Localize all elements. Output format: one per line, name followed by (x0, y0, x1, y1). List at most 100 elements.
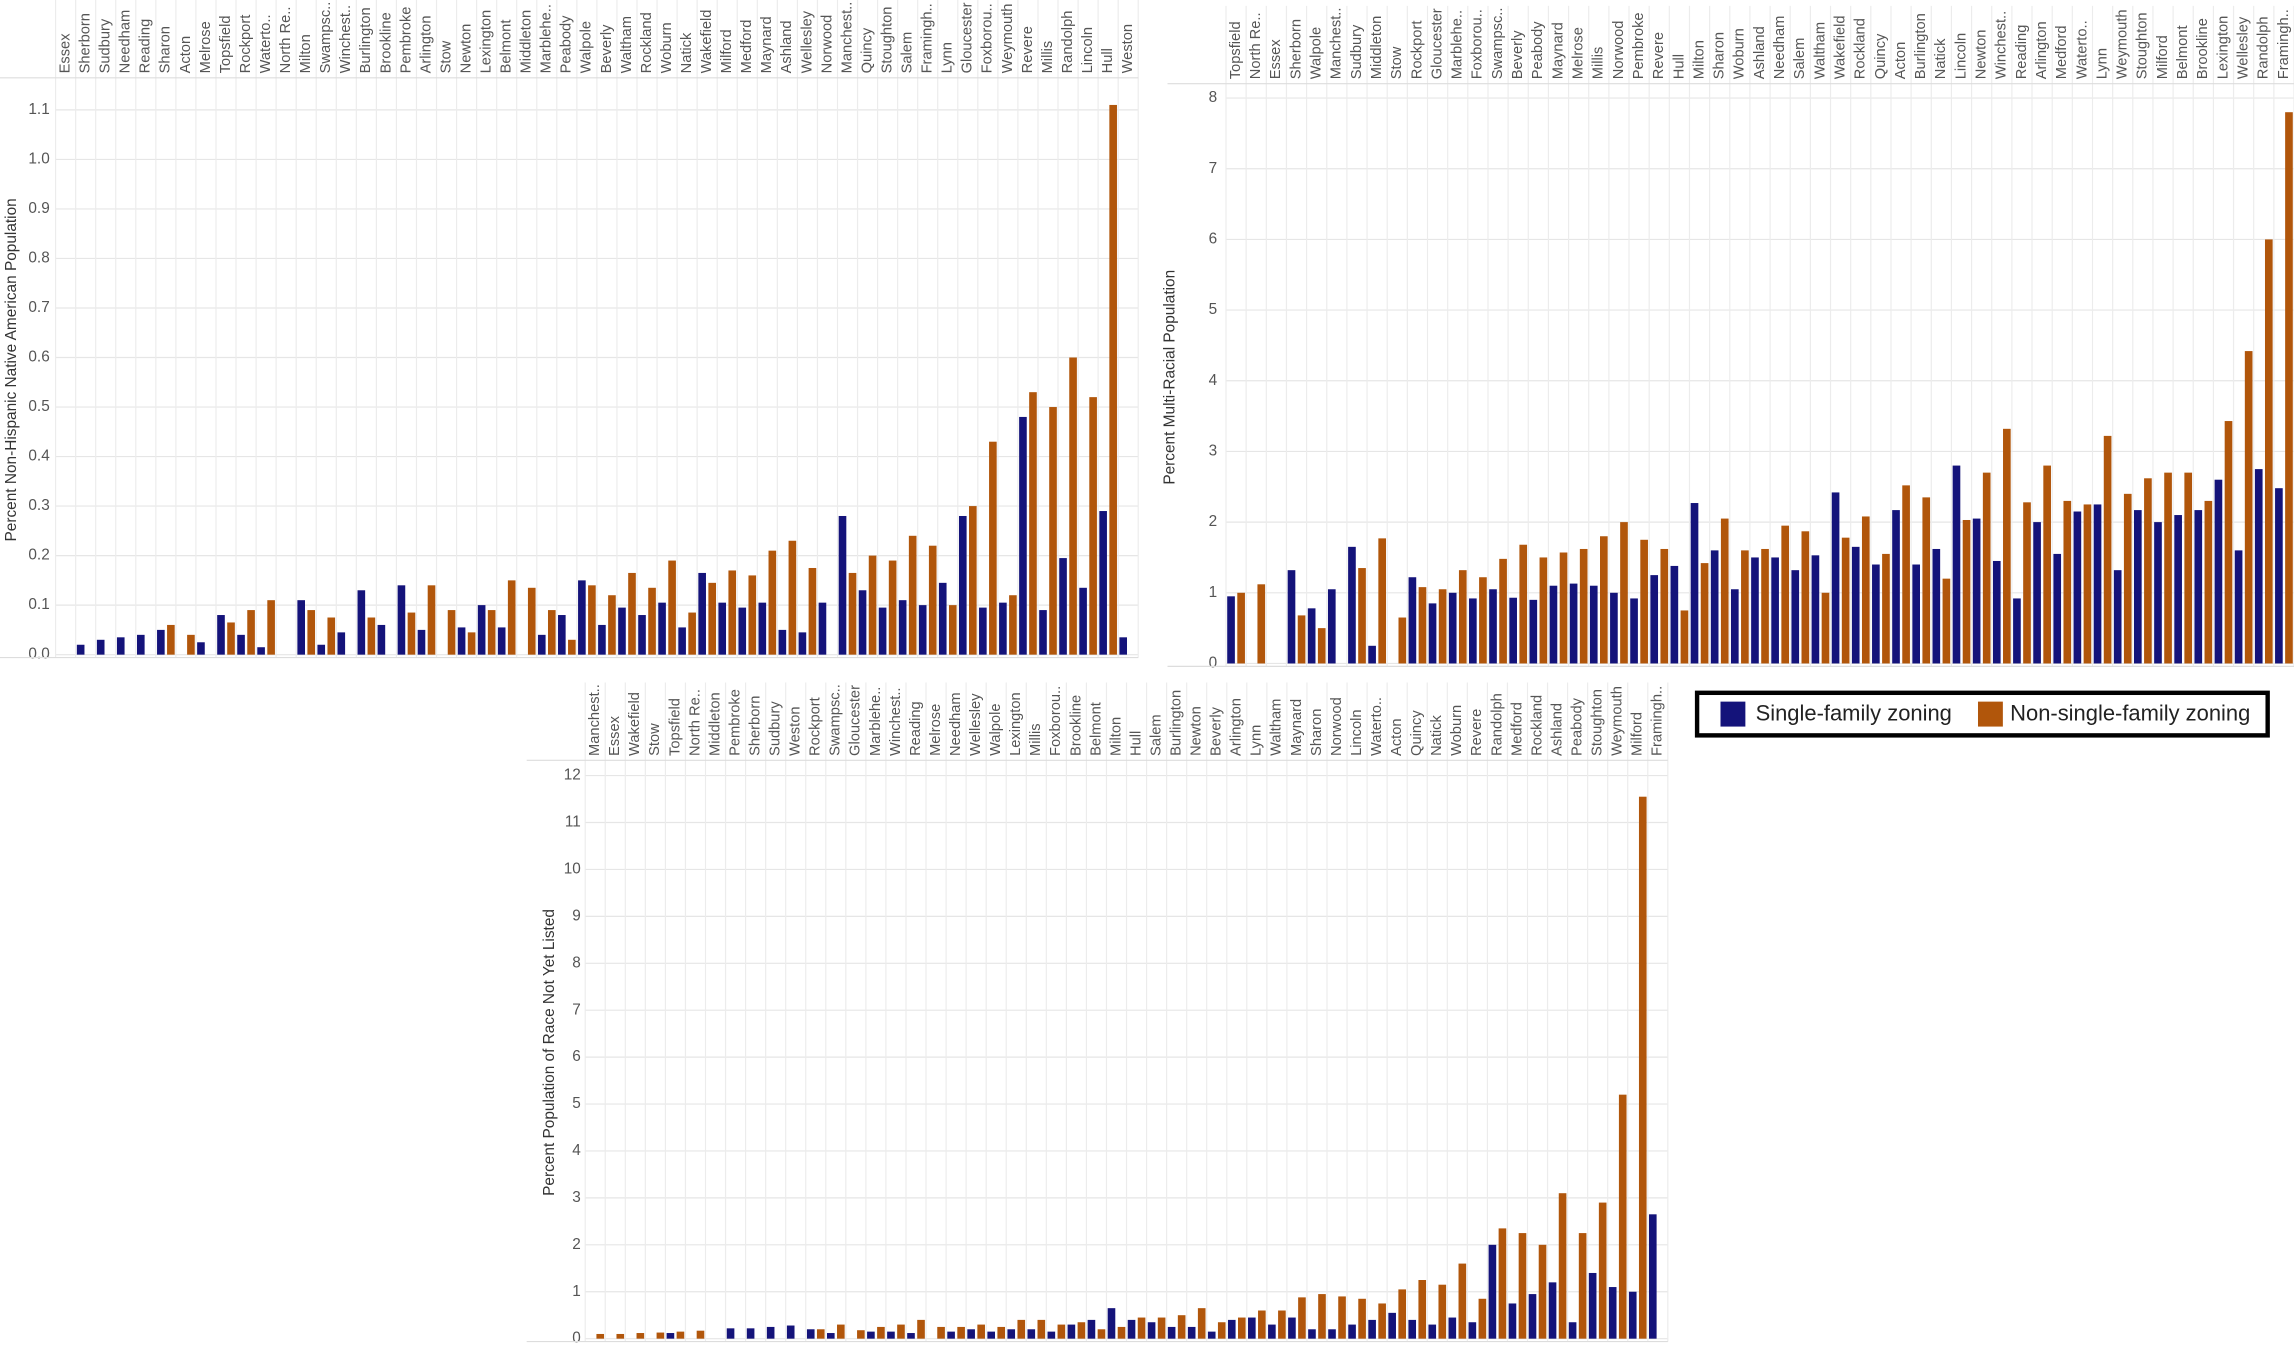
bar (1618, 1094, 1627, 1339)
bar (1448, 1317, 1457, 1339)
bar (1328, 1329, 1336, 1339)
category-label: Winchest.. (888, 687, 904, 755)
category-label: Quincy (859, 27, 875, 73)
bar (1648, 1214, 1657, 1339)
category-label: Brookline (1068, 695, 1084, 756)
bar (798, 632, 807, 655)
category-label: Swampsc.. (828, 684, 844, 756)
bar (467, 632, 476, 655)
category-label: Hull (1100, 48, 1116, 73)
bar (1187, 1326, 1196, 1339)
category-label: Topsfield (1228, 21, 1244, 79)
bar (96, 639, 105, 655)
bar (788, 540, 797, 655)
bar (918, 605, 927, 655)
category-label: Waltham (1812, 22, 1828, 79)
category-label: Randolph (2256, 16, 2272, 79)
bar (2254, 469, 2263, 664)
bar (2275, 488, 2283, 664)
bar (2264, 239, 2273, 664)
bar (507, 580, 516, 655)
category-label: Weston (1120, 24, 1136, 73)
y-tick-label: 0.8 (28, 250, 49, 267)
bar (1288, 1317, 1296, 1339)
category-label: Burlington (1913, 13, 1929, 79)
category-label: Sherborn (748, 696, 764, 756)
y-tick-label: 3 (1209, 442, 1218, 459)
bar (558, 615, 566, 655)
category-label: Hull (1671, 54, 1687, 79)
bar (1109, 104, 1117, 655)
bar (2164, 472, 2172, 664)
bar (1630, 598, 1638, 664)
bar (1982, 472, 1991, 664)
category-label: Waterto.. (2074, 20, 2090, 79)
bar (377, 624, 386, 655)
bar (136, 634, 145, 655)
bar (1781, 525, 1790, 664)
category-label: Beverly (1510, 30, 1526, 80)
y-axis-label: Percent Non-Hispanic Native American Pop… (3, 198, 20, 541)
bar (1358, 568, 1366, 664)
y-tick-label: 11 (565, 814, 581, 831)
bar (728, 570, 737, 655)
bar (1308, 1329, 1316, 1339)
bar (427, 585, 436, 655)
bar (726, 1328, 735, 1339)
category-label: Burlington (1169, 690, 1185, 756)
category-label: Milford (1630, 712, 1646, 756)
bar (1047, 1331, 1056, 1339)
category-label: Sharon (158, 26, 174, 73)
bar (1318, 1294, 1326, 1339)
bar (989, 441, 997, 655)
bar (708, 582, 716, 655)
bar (1579, 548, 1588, 664)
y-tick-label: 0.2 (28, 547, 49, 564)
bar (1741, 550, 1749, 664)
bar (1559, 552, 1568, 664)
bar (2033, 522, 2041, 664)
category-label: Randolph (1060, 11, 1076, 74)
bar (2123, 493, 2132, 664)
category-label: Maynard (1289, 699, 1305, 756)
y-tick-label: 1 (1209, 584, 1218, 601)
bar (1089, 397, 1097, 655)
category-label: Woburn (1449, 705, 1465, 756)
category-label: Milton (298, 34, 314, 73)
category-label: Salem (900, 32, 916, 74)
bar (648, 587, 656, 655)
bar (1539, 557, 1548, 664)
bar (1942, 578, 1951, 664)
bar (227, 622, 235, 655)
category-label: Revere (1651, 32, 1667, 79)
category-label: Salem (1792, 38, 1808, 80)
category-label: Stoughton (1590, 689, 1606, 756)
bar (1821, 592, 1830, 664)
category-label: Milford (2155, 35, 2171, 79)
category-label: Rockport (1409, 21, 1425, 80)
category-label: Marblehe.. (1450, 10, 1466, 79)
y-tick-label: 0 (1209, 655, 1218, 672)
y-tick-label: 0.7 (28, 299, 49, 316)
bar (596, 1333, 605, 1339)
bar (1137, 1317, 1146, 1339)
bar (948, 605, 957, 655)
bar (497, 627, 506, 655)
bar (2174, 515, 2182, 664)
category-label: North Re.. (278, 7, 294, 74)
category-label: Arlington (2034, 21, 2050, 79)
category-label: Essex (1268, 39, 1284, 80)
bar (2214, 479, 2223, 664)
category-label: Burlington (358, 7, 374, 73)
bar (1358, 1298, 1366, 1339)
category-label: Salem (1148, 714, 1164, 756)
bar (1017, 1319, 1026, 1339)
bar (578, 580, 586, 655)
category-label: Walpole (1309, 27, 1325, 79)
bar (2113, 570, 2122, 664)
bar (1650, 575, 1659, 664)
bar (1418, 587, 1427, 664)
bar (928, 545, 937, 655)
bar (758, 602, 767, 655)
